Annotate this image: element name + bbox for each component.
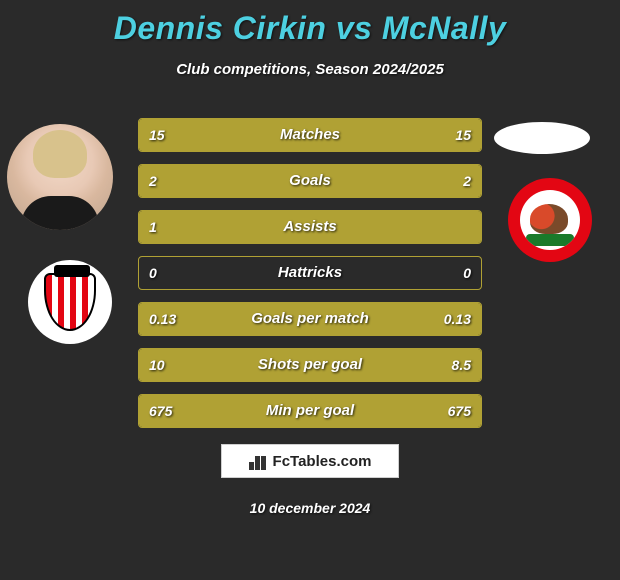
- stat-label: Goals: [139, 165, 481, 197]
- stat-row: 675675Min per goal: [138, 394, 482, 428]
- stat-label: Hattricks: [139, 257, 481, 289]
- stat-label: Matches: [139, 119, 481, 151]
- player-left-photo: [7, 124, 113, 230]
- bristol-city-crest-icon: [520, 190, 580, 250]
- stat-label: Shots per goal: [139, 349, 481, 381]
- stat-row: 0.130.13Goals per match: [138, 302, 482, 336]
- date-label: 10 december 2024: [0, 500, 620, 516]
- player-left-club-badge: [28, 260, 112, 344]
- page-title: Dennis Cirkin vs McNally: [0, 0, 620, 47]
- stat-row: 22Goals: [138, 164, 482, 198]
- stat-label: Goals per match: [139, 303, 481, 335]
- brand-watermark: FcTables.com: [221, 444, 399, 478]
- stat-label: Min per goal: [139, 395, 481, 427]
- stats-comparison-area: 1515Matches 22Goals 1Assists 00Hattricks 0.1…: [138, 118, 482, 440]
- brand-text: FcTables.com: [273, 453, 372, 470]
- subtitle: Club competitions, Season 2024/2025: [0, 61, 620, 78]
- player-right-club-badge: [508, 178, 592, 262]
- stat-row: 00Hattricks: [138, 256, 482, 290]
- sunderland-shield-icon: [44, 273, 96, 331]
- stat-row: 1515Matches: [138, 118, 482, 152]
- fctables-logo-icon: [249, 452, 267, 470]
- stat-row: 108.5Shots per goal: [138, 348, 482, 382]
- player-right-photo: [494, 122, 590, 154]
- stat-row: 1Assists: [138, 210, 482, 244]
- stat-label: Assists: [139, 211, 481, 243]
